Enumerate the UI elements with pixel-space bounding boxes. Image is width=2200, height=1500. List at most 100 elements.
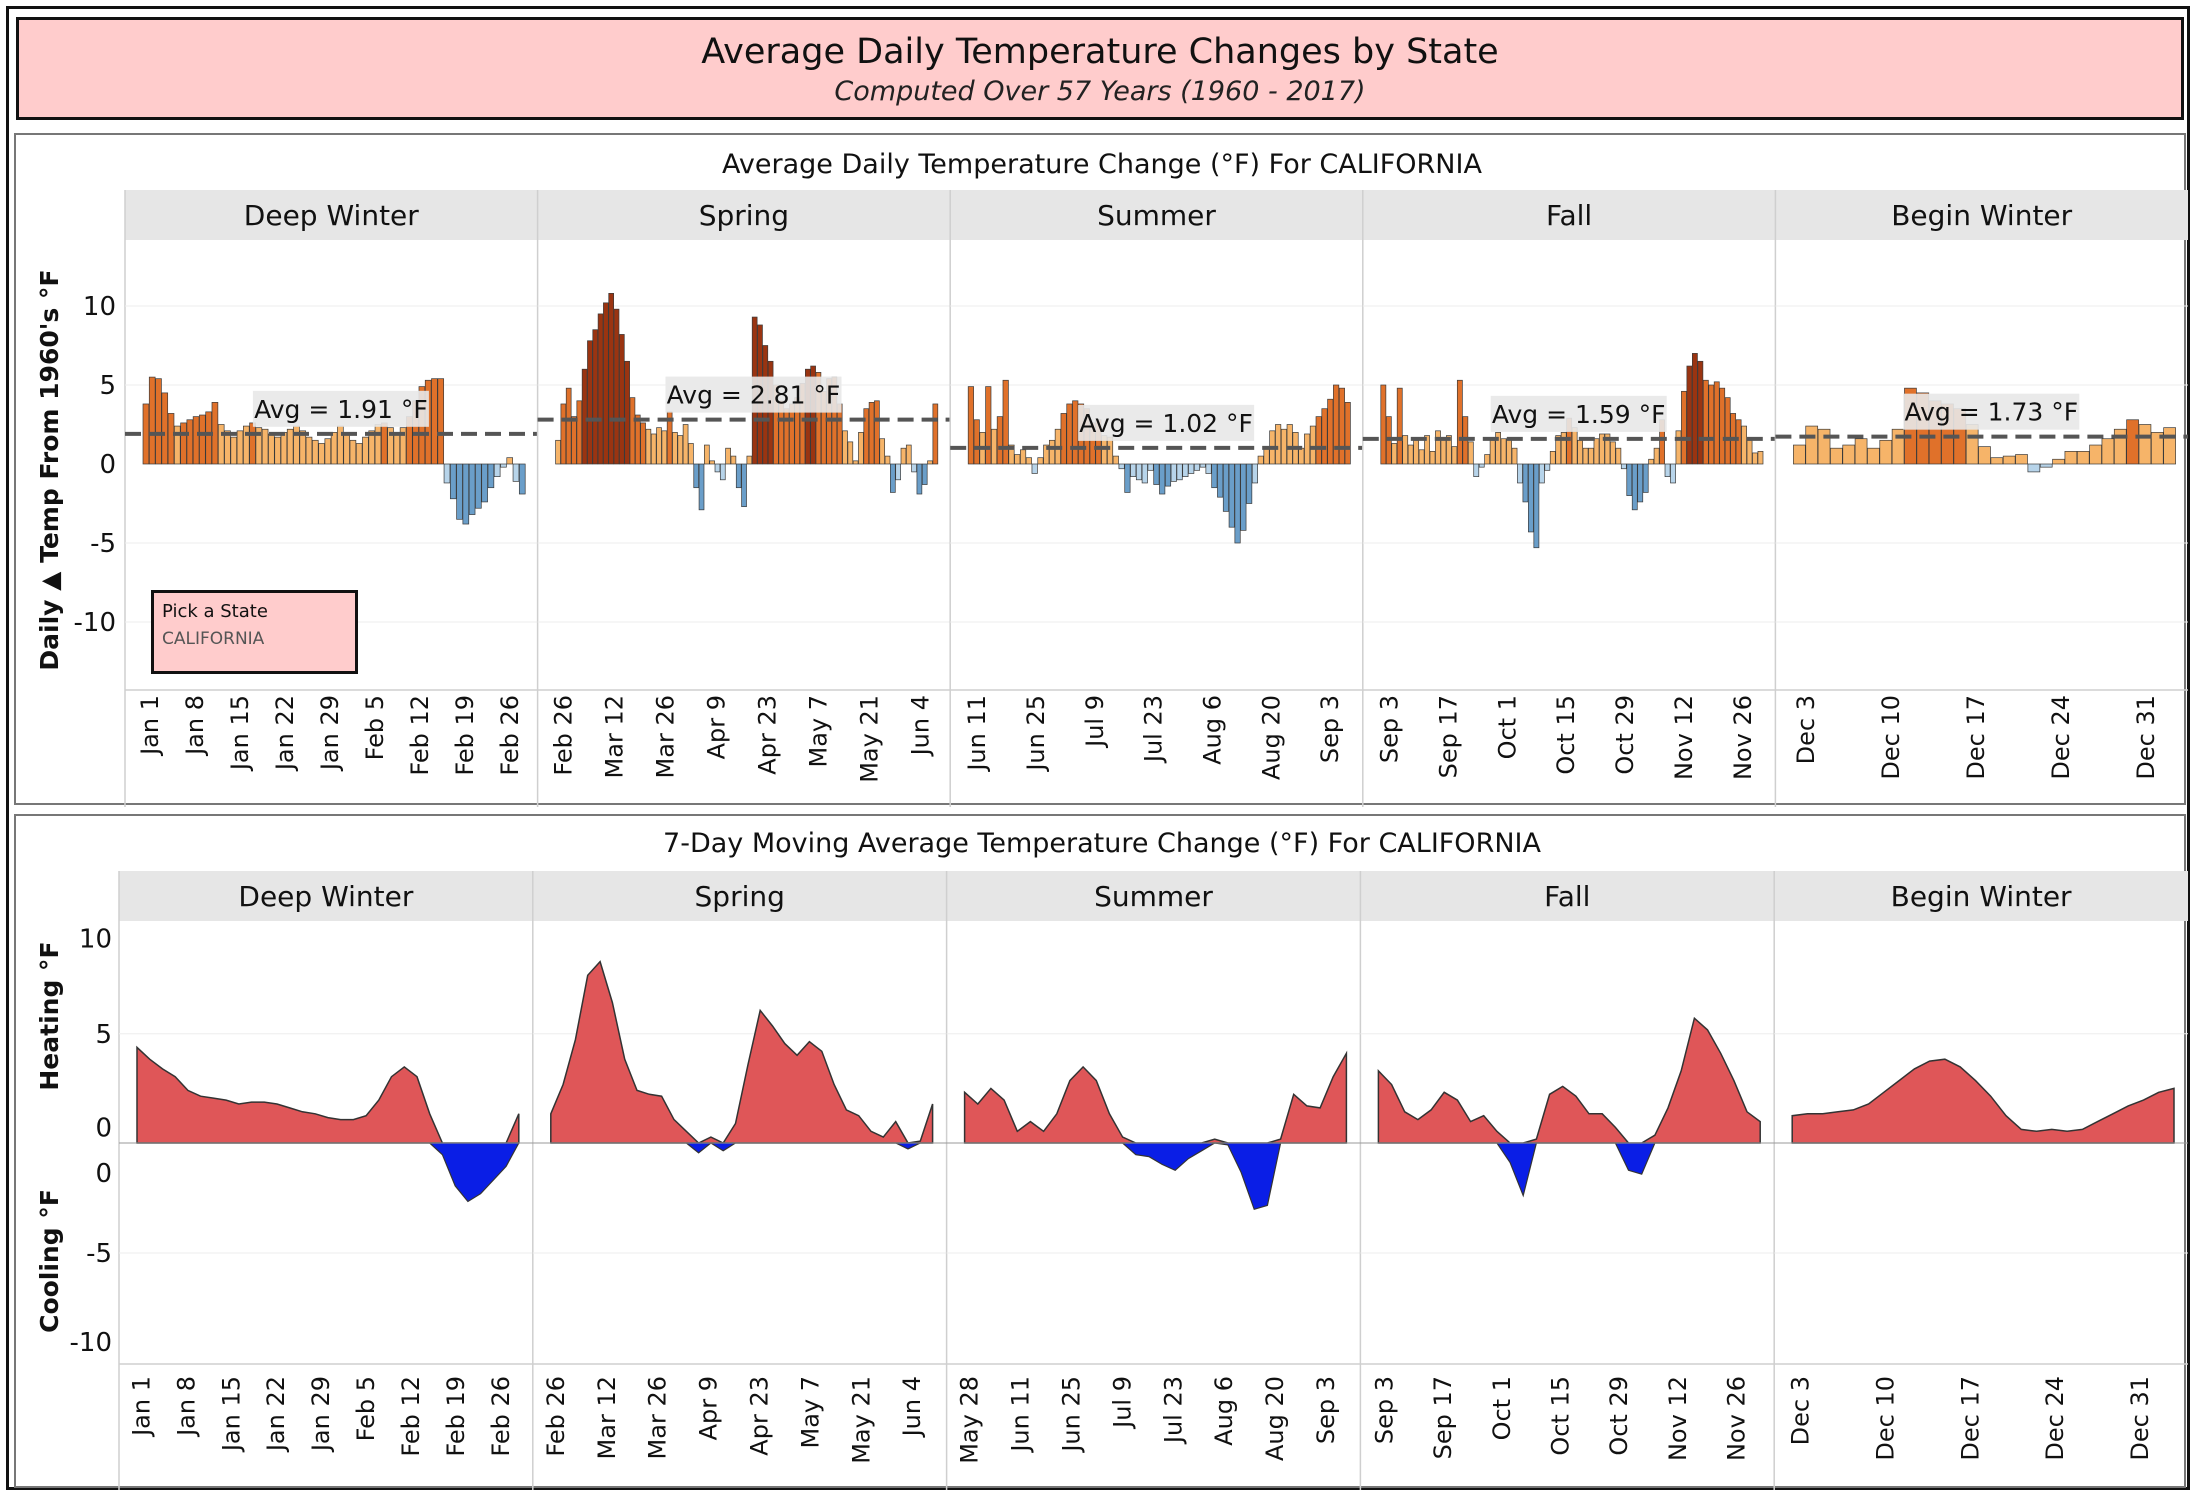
daily-bar xyxy=(1066,403,1073,465)
daily-bar xyxy=(1478,463,1485,468)
facet-header-label: Summer xyxy=(1094,880,1213,913)
ma-y-tick-label: 0 xyxy=(95,1159,112,1189)
daily-bar xyxy=(362,436,369,465)
daily-bar xyxy=(475,463,482,509)
x-tick-label: Jun 25 xyxy=(1058,1376,1086,1454)
daily-bar xyxy=(836,403,843,465)
x-tick-label: Feb 26 xyxy=(542,1376,570,1457)
x-tick-label: Nov 26 xyxy=(1723,1376,1751,1461)
daily-bar xyxy=(1246,463,1253,504)
x-tick-label: Dec 10 xyxy=(1877,695,1905,780)
daily-bar xyxy=(634,414,641,465)
dashboard-subtitle: Computed Over 57 Years (1960 - 2017) xyxy=(834,76,1366,107)
daily-bar xyxy=(1309,425,1316,465)
daily-bar xyxy=(1990,457,2004,465)
x-tick-label: Apr 23 xyxy=(746,1376,774,1456)
daily-bar xyxy=(863,408,870,465)
x-tick-label: Jan 15 xyxy=(217,1376,245,1453)
daily-bar xyxy=(698,463,705,511)
daily-bar xyxy=(1008,444,1015,465)
daily-bar xyxy=(374,424,382,465)
daily-y-axis-label: Daily ▲ Temp From 1960's °F xyxy=(35,269,64,670)
ma-y-tick-label: 5 xyxy=(95,1020,112,1050)
average-label-bg xyxy=(1490,395,1667,432)
facet-header-band xyxy=(1362,190,1776,240)
daily-bar xyxy=(1182,463,1189,477)
daily-bar xyxy=(2101,438,2115,465)
daily-bar xyxy=(967,386,974,465)
daily-bar xyxy=(2039,463,2053,468)
ma-chart-title: 7-Day Moving Average Temperature Change … xyxy=(663,828,1541,859)
daily-bar xyxy=(2052,458,2065,465)
daily-bar xyxy=(2015,454,2028,465)
x-tick-label: Dec 17 xyxy=(1962,695,1990,780)
daily-bar xyxy=(1429,451,1436,465)
daily-y-tick-label: -5 xyxy=(90,529,116,559)
daily-bar xyxy=(305,436,313,465)
x-tick-label: Feb 12 xyxy=(397,1376,425,1457)
daily-bar xyxy=(161,392,169,465)
daily-bar xyxy=(1205,463,1212,474)
daily-bar xyxy=(1648,458,1655,465)
x-tick-label: Jan 8 xyxy=(181,695,209,757)
facet-header-band xyxy=(950,190,1363,240)
daily-bar xyxy=(1456,379,1463,465)
daily-bar xyxy=(1599,433,1605,465)
daily-bar xyxy=(1978,446,1991,465)
facet-header-band xyxy=(1360,871,1775,921)
daily-bar xyxy=(1549,451,1556,465)
daily-bar xyxy=(565,387,572,465)
x-tick-label: Jul 9 xyxy=(1081,695,1109,749)
daily-bar xyxy=(1418,449,1425,465)
daily-bar xyxy=(1188,463,1195,474)
state-picker[interactable]: Pick a State CALIFORNIA xyxy=(151,590,358,674)
daily-bar xyxy=(349,439,357,465)
daily-bar xyxy=(299,430,307,465)
x-tick-label: Mar 12 xyxy=(593,1376,621,1459)
dashboard-frame xyxy=(6,6,2190,1490)
x-tick-label: Feb 19 xyxy=(451,695,479,776)
daily-bar xyxy=(2113,428,2127,465)
daily-bar xyxy=(932,403,939,465)
x-tick-label: Oct 15 xyxy=(1552,695,1580,775)
heating-area xyxy=(136,1045,520,1144)
daily-bar xyxy=(1522,463,1529,503)
daily-bar xyxy=(1467,441,1474,465)
daily-bar xyxy=(608,293,615,465)
daily-bar xyxy=(318,443,325,465)
daily-bar xyxy=(1298,447,1305,465)
average-label-bg xyxy=(1903,393,2080,430)
daily-bar xyxy=(437,378,445,465)
daily-bar xyxy=(1670,463,1676,484)
state-picker-value[interactable]: CALIFORNIA xyxy=(162,629,265,649)
x-tick-label: Apr 9 xyxy=(702,695,730,759)
daily-bar xyxy=(2027,463,2041,473)
daily-bar xyxy=(858,432,864,465)
daily-bar xyxy=(1217,463,1224,498)
daily-bar xyxy=(1691,353,1698,465)
daily-bar xyxy=(884,455,891,465)
daily-bar xyxy=(142,403,150,465)
daily-bar xyxy=(249,422,256,465)
daily-bar xyxy=(709,460,715,465)
x-tick-label: Oct 29 xyxy=(1611,695,1639,775)
daily-bar xyxy=(1533,463,1540,549)
daily-bar xyxy=(1315,416,1322,465)
daily-bar xyxy=(847,441,854,465)
daily-bar xyxy=(1199,463,1206,468)
x-tick-label: Dec 3 xyxy=(1792,695,1820,764)
x-tick-label: Sep 3 xyxy=(1376,695,1404,763)
daily-bar xyxy=(629,397,636,465)
x-tick-label: Feb 5 xyxy=(361,695,389,760)
daily-bar xyxy=(1626,463,1633,496)
x-tick-label: May 7 xyxy=(804,695,832,768)
ma-y-tick-label: 10 xyxy=(79,924,112,954)
daily-bar xyxy=(985,386,992,465)
x-tick-label: Dec 24 xyxy=(2047,695,2075,780)
daily-bar xyxy=(311,439,319,465)
daily-bar xyxy=(735,463,742,489)
daily-bar xyxy=(293,425,300,465)
x-tick-label: Feb 19 xyxy=(442,1376,470,1457)
facet-header-label: Summer xyxy=(1097,199,1216,232)
x-tick-label: Sep 17 xyxy=(1434,695,1462,778)
